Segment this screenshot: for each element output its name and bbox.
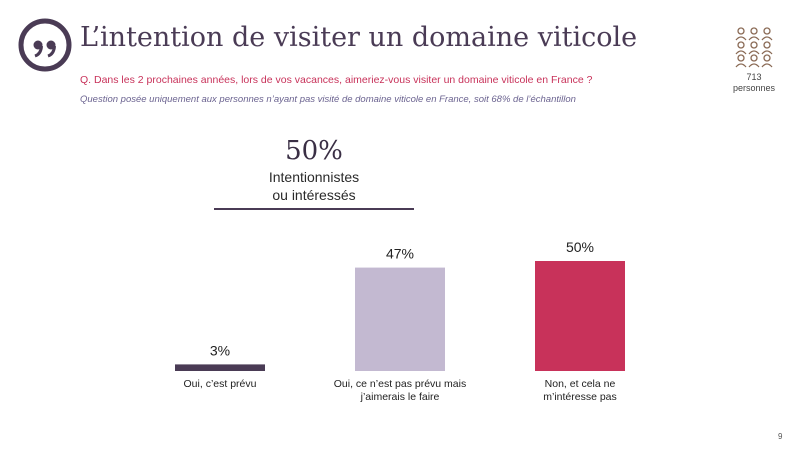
question-text: Q. Dans les 2 prochaines années, lors de… (80, 74, 593, 86)
bar-3 (535, 261, 625, 371)
category-label-1-line-1: Oui, c’est prévu (184, 378, 257, 390)
bar-1 (175, 364, 265, 371)
page-title: L’intention de visiter un domaine vitico… (80, 22, 638, 53)
bar-value-label-1: 3% (210, 342, 230, 358)
summary-label-line2: ou intéressés (272, 187, 356, 203)
sample-label: personnes (732, 83, 776, 93)
category-label-2-line-2: j’aimerais le faire (360, 391, 440, 403)
summary-underline (214, 208, 414, 210)
quote-icon (18, 18, 72, 72)
category-label-3-line-2: m’intéresse pas (543, 391, 617, 403)
category-label-3-line-1: Non, et cela ne (545, 378, 616, 390)
sample-size: 713 personnes (718, 72, 790, 94)
category-label-2-line-1: Oui, ce n’est pas prévu mais (334, 378, 466, 390)
summary-label: Intentionnistes ou intéressés (214, 168, 414, 204)
page-number: 9 (778, 432, 783, 441)
people-icon (735, 27, 773, 68)
bar-value-label-2: 47% (386, 246, 414, 262)
sample-count: 713 (746, 72, 762, 82)
summary-value: 50% (285, 136, 343, 166)
bar-2 (355, 267, 445, 371)
sample-note: Question posée uniquement aux personnes … (80, 94, 576, 105)
summary-label-line1: Intentionnistes (268, 169, 360, 185)
bar-value-label-3: 50% (566, 239, 594, 255)
